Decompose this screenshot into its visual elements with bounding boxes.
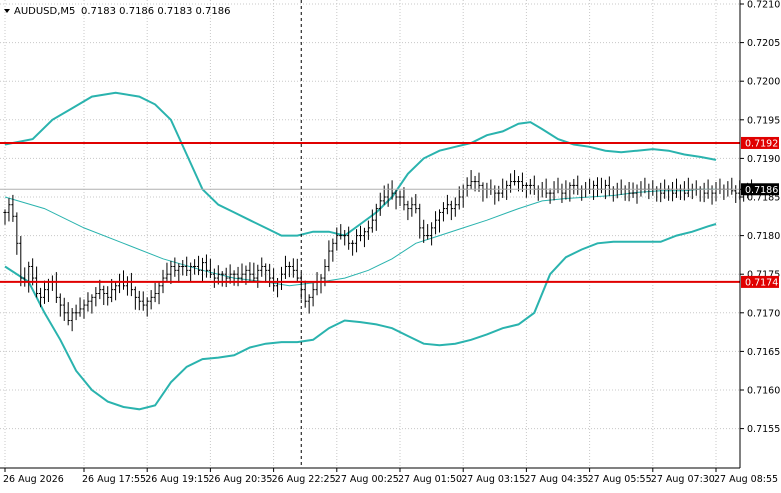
current-price-tag <box>741 183 779 196</box>
x-tick-label: 26 Aug 19:15 <box>145 474 209 485</box>
y-tick-label: 0.7170 <box>747 308 780 319</box>
y-tick-label: 0.7205 <box>747 38 780 49</box>
y-tick-label: 0.7155 <box>747 424 780 435</box>
x-tick-label: 27 Aug 01:50 <box>398 474 462 485</box>
y-tick-label: 0.7165 <box>747 347 780 358</box>
time-axis[interactable]: 26 Aug 2026 26 Aug 17:55 26 Aug 19:15 26 Au… <box>3 468 778 485</box>
price-axis[interactable]: 0.72100.72050.72000.71950.71900.71850.71… <box>740 0 780 435</box>
level-price-tag <box>741 275 779 288</box>
x-tick-label: 27 Aug 00:25 <box>335 474 399 485</box>
y-tick-label: 0.7160 <box>747 386 780 397</box>
x-tick-label: 27 Aug 07:30 <box>651 474 715 485</box>
ohlc-readout: 0.7183 0.7186 0.7183 0.7186 <box>81 6 231 17</box>
level-price-tag <box>741 136 779 149</box>
y-tick-label: 0.7210 <box>747 0 780 11</box>
price-tags: 0.7192 0.7174 0.7186 <box>741 136 779 288</box>
x-tick-label: 26 Aug 2026 <box>3 474 64 485</box>
x-tick-label: 26 Aug 17:55 <box>82 474 146 485</box>
y-tick-label: 0.7175 <box>747 270 780 281</box>
lower-band-line <box>4 223 717 411</box>
x-tick-label: 27 Aug 08:55 <box>714 474 778 485</box>
y-tick-label: 0.7180 <box>747 231 780 242</box>
chart-header: AUDUSD,M5 0.7183 0.7186 0.7183 0.7186 <box>4 6 231 17</box>
symbol-label: AUDUSD,M5 <box>14 6 75 17</box>
x-tick-label: 27 Aug 03:15 <box>461 474 525 485</box>
x-tick-label: 26 Aug 20:35 <box>208 474 272 485</box>
collapse-triangle-icon[interactable] <box>4 9 10 13</box>
y-tick-label: 0.7195 <box>747 115 780 126</box>
y-tick-label: 0.7185 <box>747 193 780 204</box>
x-tick-label: 26 Aug 22:25 <box>272 474 336 485</box>
level-price-tag-text: 0.7192 <box>745 138 778 149</box>
x-tick-label: 27 Aug 05:55 <box>588 474 652 485</box>
y-tick-label: 0.7200 <box>747 77 780 88</box>
x-tick-label: 27 Aug 04:35 <box>524 474 588 485</box>
level-price-tag-text: 0.7174 <box>745 277 778 288</box>
horizontal-levels <box>0 141 740 283</box>
current-price-tag-text: 0.7186 <box>745 185 778 196</box>
y-tick-label: 0.7190 <box>747 154 780 165</box>
